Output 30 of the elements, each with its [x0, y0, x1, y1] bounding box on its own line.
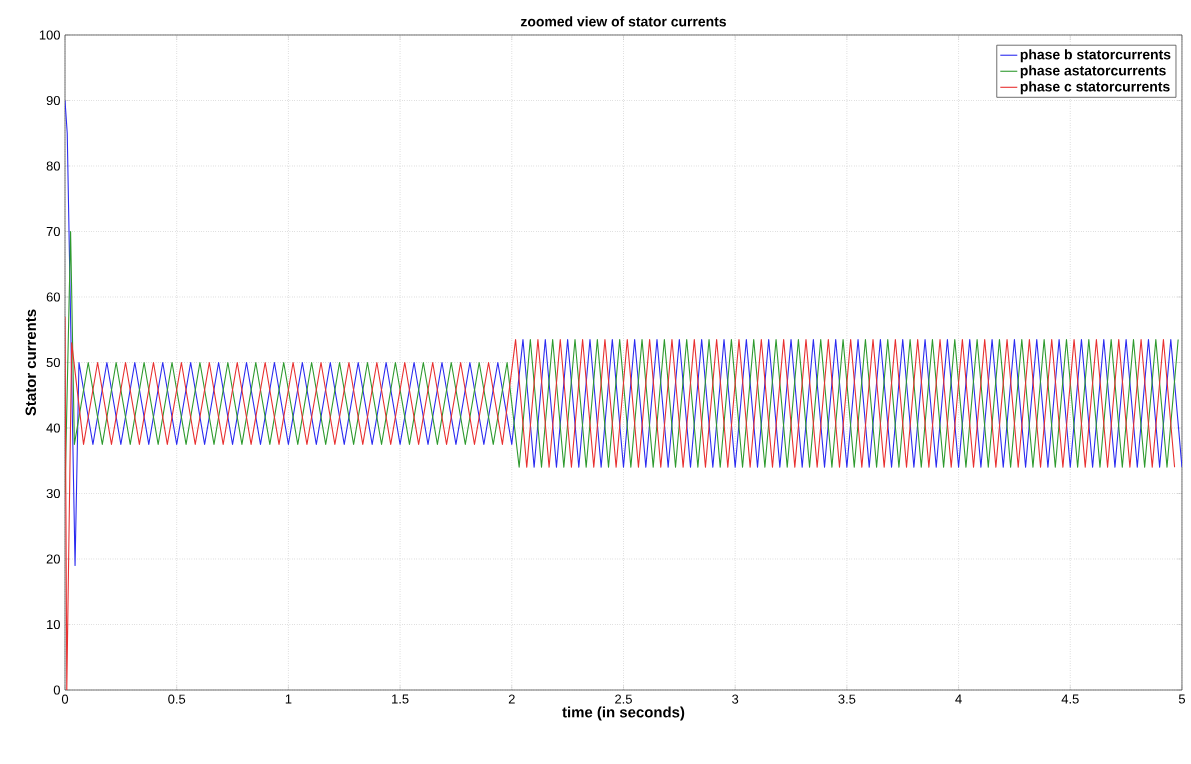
legend-label: phase c statorcurrents	[1020, 81, 1170, 95]
x-tick-label: 4	[955, 694, 962, 704]
y-tick-label: 50	[46, 357, 60, 368]
y-tick-label: 60	[46, 292, 60, 302]
line-series	[65, 99, 1182, 567]
x-tick-label: 2	[508, 694, 515, 704]
y-tick-label: 70	[46, 226, 60, 237]
x-tick-label: 1	[285, 694, 292, 704]
x-axis-title: time (in seconds)	[562, 706, 685, 721]
x-tick-label: 0	[61, 694, 69, 704]
y-tick-label: 100	[39, 30, 60, 40]
y-tick-label: 30	[46, 488, 60, 499]
x-tick-label: 3	[732, 694, 739, 704]
y-tick-label: 80	[46, 161, 60, 171]
y-axis-title: Stator currents	[25, 309, 37, 416]
y-tick-label: 0	[53, 685, 60, 695]
x-tick-label: 1.5	[392, 694, 409, 704]
x-tick-label: 0.5	[168, 694, 186, 704]
line-series	[65, 316, 1176, 690]
y-tick-label: 20	[46, 554, 60, 564]
x-tick-label: 5	[1178, 694, 1186, 704]
y-tick-label: 90	[46, 95, 60, 106]
x-tick-label: 3.5	[838, 694, 856, 704]
x-tick-label: 2.5	[615, 694, 632, 704]
chart-title: zoomed view of stator currents	[520, 16, 726, 27]
legend-label: phase astatorcurrents	[1020, 65, 1166, 79]
y-tick-label: 10	[47, 619, 60, 630]
x-tick-label: 4.5	[1061, 694, 1079, 704]
legend-label: phase b statorcurrents	[1020, 49, 1171, 63]
y-tick-label: 40	[46, 423, 60, 433]
